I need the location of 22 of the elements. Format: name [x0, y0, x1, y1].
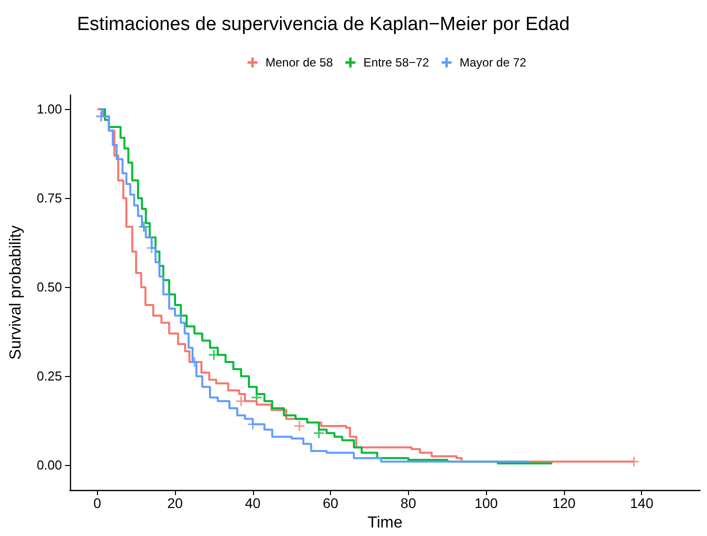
x-tick-label: 120: [552, 495, 576, 512]
point: [294, 420, 306, 432]
x-axis-title: Time: [368, 514, 403, 532]
x-tick-label: 100: [474, 495, 498, 512]
y-axis-title: Survival probability: [8, 225, 24, 360]
x-tick-label: 40: [244, 495, 261, 512]
point: [208, 349, 220, 361]
y-tick-label: 0.00: [36, 458, 62, 473]
chart-title: Estimaciones de supervivencia de Kaplan−Meier por Edad: [77, 14, 570, 35]
y-tick-label: 0.25: [36, 368, 62, 384]
point: [138, 220, 150, 232]
x-tick-label: 0: [93, 495, 102, 512]
legend-label: Entre 58−72: [363, 56, 430, 70]
x-tick-label: 140: [630, 495, 654, 512]
y-tick-label: 1.00: [36, 102, 62, 117]
x-tick-label: 60: [322, 495, 339, 512]
y-tick-label: 0.50: [36, 280, 62, 295]
legend-label: Mayor de 72: [460, 56, 527, 70]
x-tick-label: 20: [167, 495, 183, 512]
x-tick-label: 80: [400, 495, 416, 512]
y-tick-label: 0.75: [36, 190, 62, 206]
legend-label: Menor de 58: [266, 56, 334, 70]
